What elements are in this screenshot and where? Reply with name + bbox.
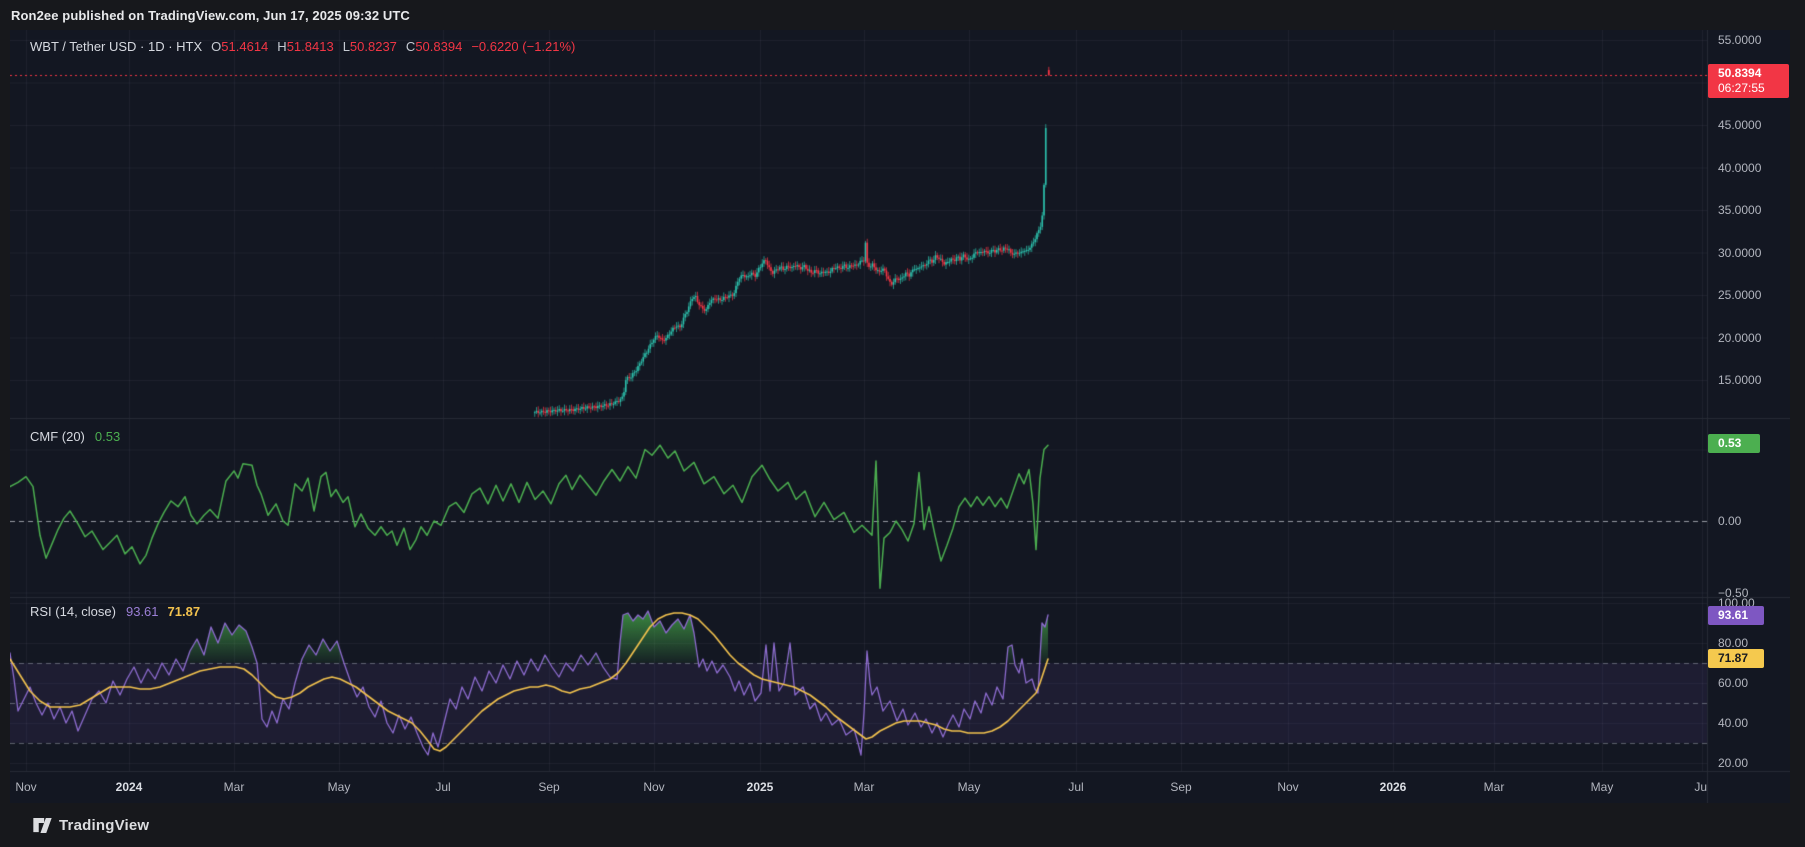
attribution-text: Ron2ee published on TradingView.com, Jun… [11, 7, 410, 23]
price-tick-label: 45.0000 [1718, 118, 1762, 132]
ohlc-open: O51.4614 [211, 39, 269, 54]
time-tick-label: Mar [223, 780, 245, 794]
time-tick-label: Nov [643, 780, 665, 794]
time-tick-label: Jul [435, 780, 451, 794]
bar-countdown: 06:27:55 [1718, 81, 1765, 96]
rsi-tick-label: 40.00 [1718, 716, 1749, 730]
time-tick-label: May [1590, 780, 1614, 794]
rsi-legend-value: 93.61 [125, 604, 159, 619]
rsi-value-badge: 93.61 [1708, 605, 1764, 625]
chart-canvas[interactable] [10, 30, 1790, 803]
tradingview-logo[interactable]: TradingView [33, 817, 149, 834]
last-price-value: 50.8394 [1718, 66, 1762, 81]
rsi-tick-label: 20.00 [1718, 756, 1749, 770]
ohlc-low: L50.8237 [342, 39, 397, 54]
ohlc-close: C50.8394 [405, 39, 463, 54]
rsi-ma-value-badge: 71.87 [1708, 649, 1764, 669]
time-tick-label: May [327, 780, 351, 794]
time-tick-label: Jul [1694, 780, 1707, 794]
price-tick-label: 55.0000 [1718, 33, 1762, 47]
price-tick-label: 40.0000 [1718, 160, 1762, 175]
time-tick-label: Jul [1068, 780, 1084, 794]
last-price-badge: 50.8394 06:27:55 [1708, 64, 1789, 99]
tradingview-logo-text: TradingView [59, 816, 150, 834]
ohlc-high: H51.8413 [277, 39, 334, 54]
price-tick-label: 30.0000 [1718, 245, 1762, 260]
rsi-legend-title[interactable]: RSI (14, close) [30, 604, 116, 619]
price-tick-label: 25.0000 [1718, 288, 1762, 302]
cmf-legend-value: 0.53 [94, 429, 121, 444]
time-tick-label: Sep [538, 780, 560, 794]
price-tick-label: 20.0000 [1718, 330, 1762, 345]
time-tick-label: 2025 [746, 780, 774, 794]
rsi-legend[interactable]: RSI (14, close) 93.61 71.87 [30, 604, 200, 619]
tradingview-logo-icon [33, 817, 52, 833]
cmf-legend[interactable]: CMF (20) 0.53 [30, 429, 120, 444]
time-tick-label: 2024 [115, 780, 143, 794]
price-tick-label: 15.0000 [1718, 373, 1762, 387]
price-tick-label: 35.0000 [1718, 203, 1762, 217]
time-tick-label: May [957, 780, 981, 794]
time-scale[interactable]: Nov 2024 Mar May Jul Sep Nov 2025 Mar May Jul Sep No… [10, 771, 1707, 803]
symbol-title[interactable]: WBT / Tether USD · 1D · HTX [30, 39, 203, 54]
cmf-tick-label: −0.50 [1718, 585, 1749, 600]
time-tick-label: Sep [1170, 780, 1192, 794]
time-tick-label: Nov [1277, 780, 1299, 794]
cmf-legend-title[interactable]: CMF (20) [30, 429, 85, 444]
cmf-tick-label: 0.00 [1718, 514, 1742, 528]
time-tick-label: Mar [853, 780, 875, 794]
rsi-tick-label: 60.00 [1718, 676, 1749, 690]
time-tick-label: Mar [1483, 780, 1505, 794]
rsi-ma-legend-value: 71.87 [167, 604, 201, 619]
chart-widget: WBT / Tether USD · 1D · HTX O51.4614 H51… [10, 30, 1790, 803]
price-change: −0.6220 (−1.21%) [471, 39, 576, 54]
time-tick-label: 2026 [1379, 780, 1407, 794]
attribution-bar: Ron2ee published on TradingView.com, Jun… [0, 0, 1805, 30]
rsi-tick-label: 80.00 [1718, 636, 1749, 650]
footer-bar: TradingView [0, 803, 1805, 847]
cmf-value-badge: 0.53 [1708, 434, 1760, 454]
time-tick-label: Nov [15, 780, 37, 794]
price-legend[interactable]: WBT / Tether USD · 1D · HTX O51.4614 H51… [30, 39, 575, 54]
